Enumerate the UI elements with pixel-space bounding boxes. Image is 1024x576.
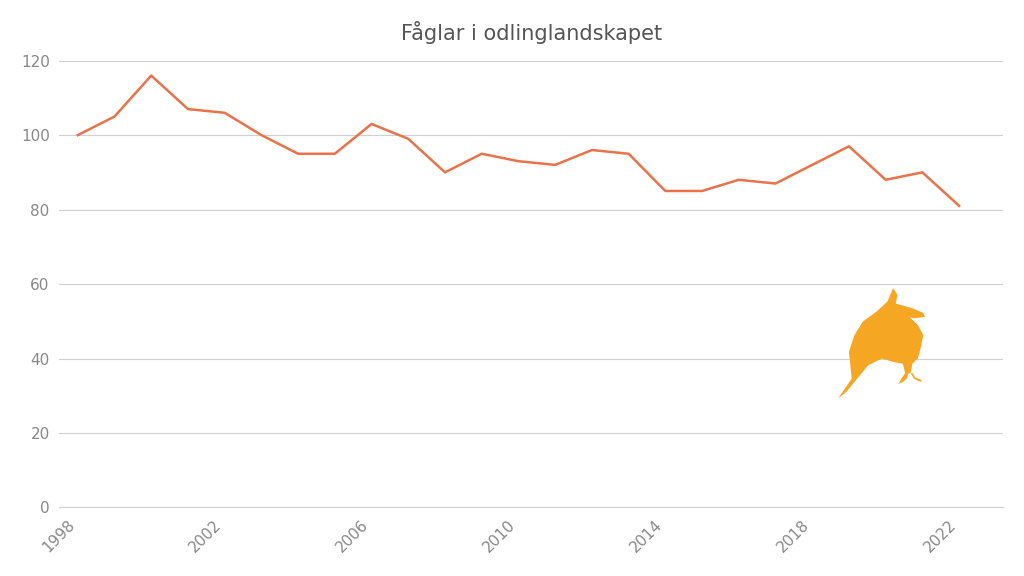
Title: Fåglar i odlinglandskapet: Fåglar i odlinglandskapet (400, 21, 662, 44)
Polygon shape (838, 288, 925, 399)
